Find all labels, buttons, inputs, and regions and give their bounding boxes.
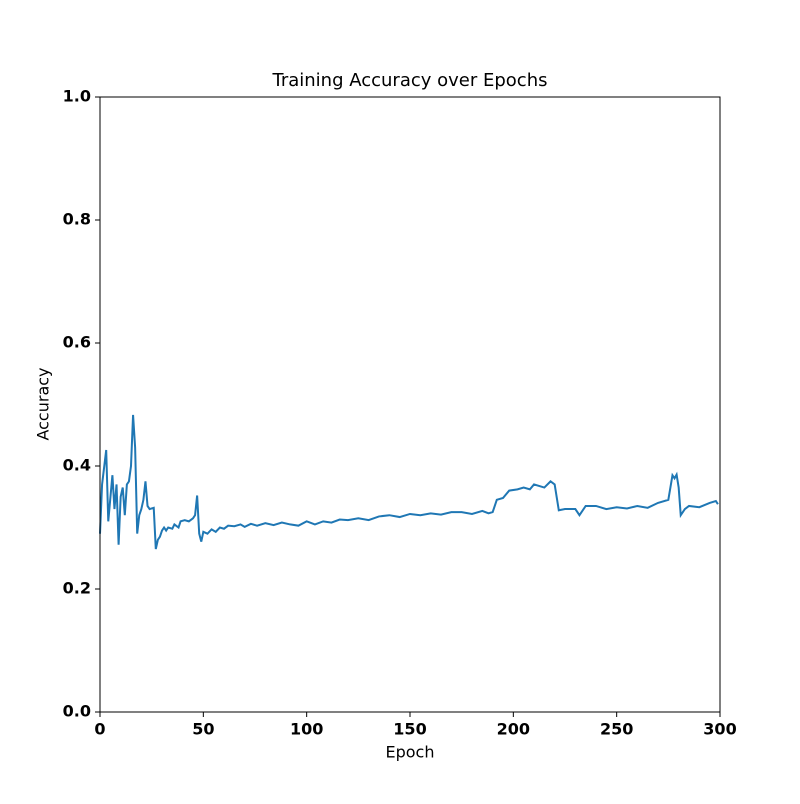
y-tick-label: 1.0 — [63, 87, 91, 106]
y-tick-label: 0.2 — [63, 579, 91, 598]
x-tick-label: 50 — [192, 720, 214, 739]
y-axis-label: Accuracy — [34, 367, 53, 440]
x-tick-label: 100 — [290, 720, 323, 739]
x-tick-label: 150 — [393, 720, 426, 739]
y-tick-label: 0.6 — [63, 333, 91, 352]
y-tick-label: 0.8 — [63, 210, 91, 229]
y-tick-label: 0.0 — [63, 702, 91, 721]
x-tick-label: 300 — [703, 720, 736, 739]
y-tick-label: 0.4 — [63, 456, 91, 475]
x-axis-label: Epoch — [386, 743, 435, 762]
chart-title: Training Accuracy over Epochs — [271, 70, 547, 91]
line — [99, 414, 719, 550]
x-tick-label: 250 — [600, 720, 633, 739]
x-tick-label: 200 — [497, 720, 530, 739]
plot-frame — [99, 96, 721, 713]
x-tick-label: 0 — [94, 720, 105, 739]
